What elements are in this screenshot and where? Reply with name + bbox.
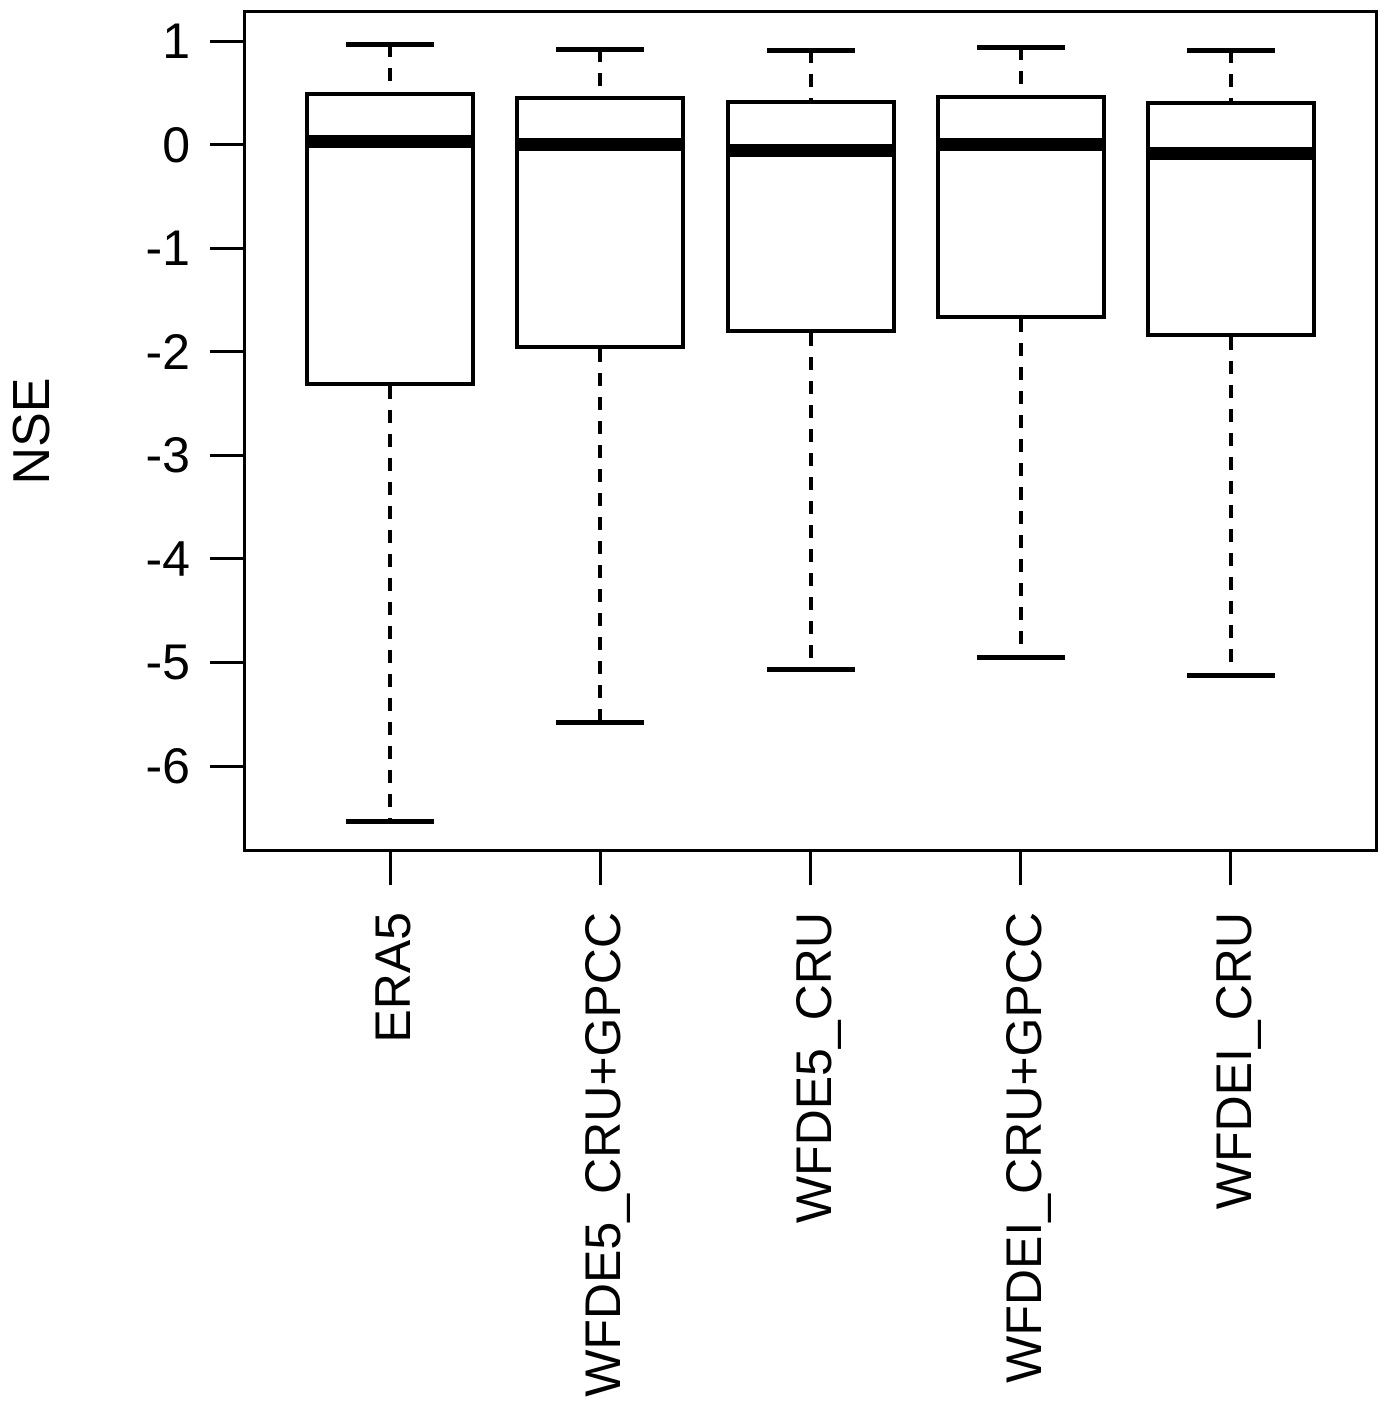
y-tick-label: -4 (145, 530, 190, 587)
box (515, 95, 686, 349)
y-tick-label: -6 (145, 738, 190, 795)
upper-whisker-cap (976, 44, 1065, 50)
y-tick-label: -1 (145, 220, 190, 277)
box (1145, 101, 1316, 338)
x-tick-mark (388, 852, 392, 885)
lower-whisker-line (598, 348, 603, 723)
box (725, 100, 896, 334)
upper-whisker-cap (346, 41, 435, 47)
lower-whisker-line (1018, 318, 1023, 658)
y-tick-label: -5 (145, 634, 190, 691)
box-median-line (305, 135, 476, 149)
x-category-label: WFDEI_CRU (1205, 912, 1262, 1210)
y-tick-mark (210, 39, 243, 43)
y-tick-label: 0 (162, 116, 190, 173)
lower-whisker-cap (766, 667, 855, 673)
x-tick-mark (809, 852, 812, 885)
x-tick-mark (1019, 852, 1023, 885)
box-median-line (725, 144, 896, 158)
upper-whisker-line (1018, 47, 1023, 95)
lower-whisker-cap (976, 654, 1065, 660)
box-median-line (1145, 147, 1316, 161)
lower-whisker-cap (346, 819, 435, 825)
lower-whisker-line (1228, 337, 1233, 676)
y-tick-mark (210, 453, 243, 457)
x-category-label: WFDEI_CRU+GPCC (995, 912, 1052, 1383)
plot-area-border (243, 10, 1378, 852)
y-tick-mark (210, 350, 243, 354)
y-tick-mark (210, 557, 243, 561)
upper-whisker-cap (766, 47, 855, 53)
upper-whisker-line (1228, 50, 1233, 102)
upper-whisker-line (388, 44, 393, 92)
lower-whisker-cap (556, 720, 645, 726)
y-tick-mark (210, 246, 243, 250)
y-tick-label: -3 (145, 427, 190, 484)
y-tick-mark (210, 660, 243, 664)
upper-whisker-cap (556, 46, 645, 52)
y-tick-label: -2 (145, 323, 190, 380)
lower-whisker-line (388, 385, 393, 822)
x-tick-mark (598, 852, 602, 885)
box (935, 94, 1106, 319)
x-tick-mark (1229, 852, 1233, 885)
upper-whisker-cap (1186, 47, 1275, 53)
y-tick-mark (210, 143, 243, 147)
lower-whisker-line (808, 333, 813, 670)
upper-whisker-line (808, 50, 813, 101)
y-tick-label: 1 (162, 13, 190, 70)
x-category-label: ERA5 (365, 912, 422, 1043)
upper-whisker-line (598, 49, 603, 96)
y-tick-mark (210, 764, 243, 768)
x-category-label: WFDE5_CRU+GPCC (575, 912, 632, 1397)
x-category-label: WFDE5_CRU (785, 912, 842, 1224)
box-median-line (515, 138, 686, 152)
lower-whisker-cap (1186, 673, 1275, 679)
box-median-line (935, 138, 1106, 152)
